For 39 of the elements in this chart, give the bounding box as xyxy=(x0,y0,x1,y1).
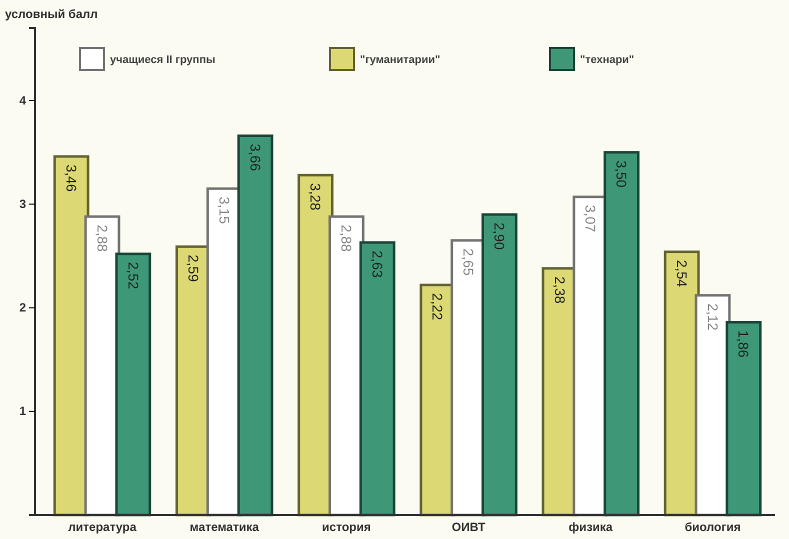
bar xyxy=(359,241,396,516)
data-label: 2,63 xyxy=(369,250,386,278)
legend-label: "гуманитарии" xyxy=(360,54,440,66)
data-label: 2,90 xyxy=(492,222,508,250)
data-label: 3,46 xyxy=(63,164,80,192)
data-label: 2,22 xyxy=(430,292,446,320)
data-label: 3,66 xyxy=(247,144,264,172)
bar xyxy=(237,134,274,516)
y-tick-label: 1 xyxy=(19,404,26,418)
data-label: 3,50 xyxy=(614,160,630,188)
x-tick-label: математика xyxy=(190,520,260,534)
data-label: 2,88 xyxy=(94,224,110,252)
data-label: 2,65 xyxy=(460,248,477,276)
x-tick-label: ОИВТ xyxy=(452,520,486,534)
bar xyxy=(115,252,152,516)
data-label: 3,07 xyxy=(582,204,599,232)
data-label: 2,54 xyxy=(674,260,690,288)
data-label: 3,28 xyxy=(308,183,324,211)
legend-label: "технари" xyxy=(580,54,634,66)
bar xyxy=(328,215,364,516)
bar xyxy=(726,321,762,516)
y-axis-title: условный балл xyxy=(5,7,98,21)
x-tick-label: биология xyxy=(684,520,741,534)
data-label: 3,15 xyxy=(216,196,232,224)
legend-label: учащиеся II группы xyxy=(110,54,216,66)
x-tick-label: история xyxy=(322,520,371,534)
data-label: 2,59 xyxy=(186,254,202,282)
bar xyxy=(604,151,640,516)
x-tick-label: литература xyxy=(68,520,137,534)
data-label: 2,12 xyxy=(704,303,721,331)
bar xyxy=(482,213,518,516)
data-label: 2,52 xyxy=(125,262,142,290)
y-tick-label: 3 xyxy=(19,196,26,211)
y-tick-label: 4 xyxy=(19,93,26,108)
x-tick-label: физика xyxy=(568,520,613,534)
data-label: 1,86 xyxy=(736,330,752,358)
data-label: 2,88 xyxy=(338,224,355,252)
data-label: 2,38 xyxy=(552,276,568,304)
y-tick-label: 2 xyxy=(19,300,26,315)
